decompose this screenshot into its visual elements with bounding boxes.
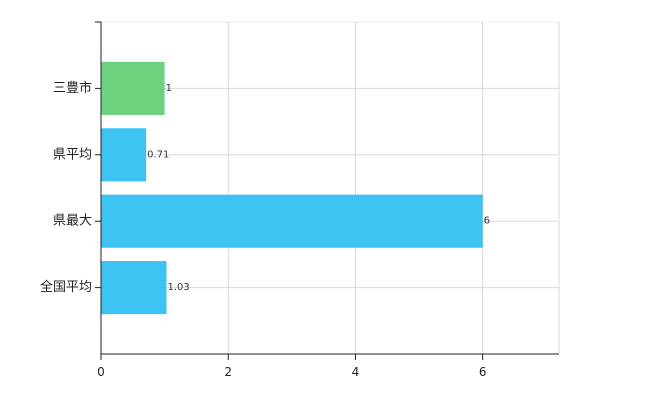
x-tick-label-1: 2 <box>224 365 232 379</box>
data-label-0: 1 <box>166 83 172 94</box>
bar-2 <box>101 194 483 248</box>
grid <box>101 21 560 354</box>
x-tick-label-3: 6 <box>479 365 487 379</box>
bars <box>101 61 483 315</box>
category-label-2: 県最大 <box>53 214 92 229</box>
axes <box>95 21 559 360</box>
category-label-0: 三豊市 <box>53 80 92 96</box>
data-label-3: 1.03 <box>168 282 190 293</box>
category-label-3: 全国平均 <box>40 279 92 295</box>
bar-1 <box>101 128 147 182</box>
x-tick-label-2: 4 <box>352 365 360 379</box>
x-tick-label-0: 0 <box>97 365 105 379</box>
category-label-1: 県平均 <box>53 147 92 162</box>
bar-3 <box>101 261 167 315</box>
bar-0 <box>101 61 165 115</box>
data-label-1: 0.71 <box>147 149 169 160</box>
data-label-2: 6 <box>484 216 490 227</box>
